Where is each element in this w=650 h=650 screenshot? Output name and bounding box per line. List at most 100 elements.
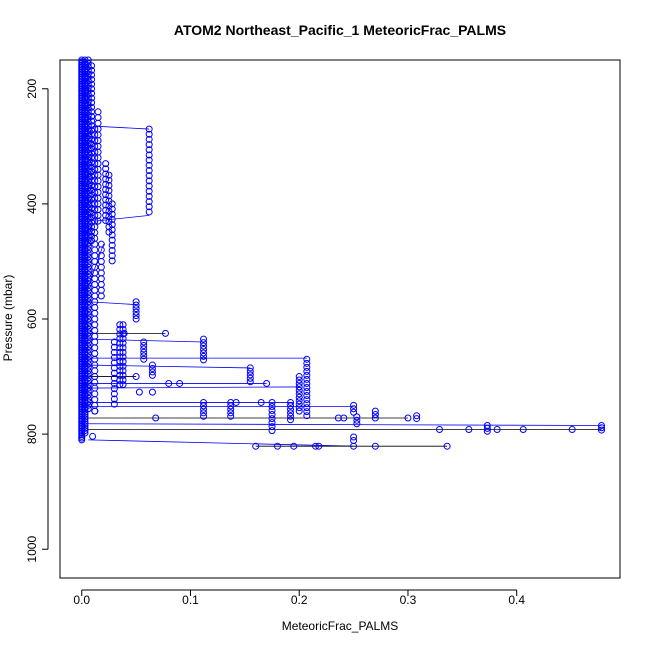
x-tick-label: 0.4: [508, 593, 525, 607]
data-point: [227, 405, 235, 413]
connector-line: [88, 423, 602, 426]
data-point: [84, 274, 92, 282]
data-point: [84, 332, 92, 340]
data-point: [295, 390, 303, 398]
data-point: [116, 335, 124, 343]
data-point: [88, 135, 96, 143]
y-tick-label: 200: [25, 78, 39, 98]
y-axis: 200 400 600 800 1000: [25, 78, 49, 563]
data-point: [353, 416, 361, 424]
data-point: [287, 416, 295, 424]
data-point: [88, 204, 96, 212]
data-point: [303, 396, 311, 404]
data-point: [116, 325, 124, 333]
data-point: [132, 305, 140, 313]
data-point: [246, 374, 254, 382]
data-point: [287, 412, 295, 420]
data-point: [91, 338, 99, 346]
data-point: [116, 358, 124, 366]
data-point: [105, 171, 113, 179]
y-tick-label: 1000: [25, 536, 39, 563]
data-point: [119, 335, 127, 343]
data-point: [290, 442, 298, 450]
data-point: [91, 269, 99, 277]
data-point: [91, 286, 99, 294]
data-point: [91, 303, 99, 311]
data-point: [287, 405, 295, 413]
data-point: [145, 161, 153, 169]
data-point: [84, 325, 92, 333]
data-point: [350, 442, 358, 450]
data-point: [84, 260, 92, 268]
data-point: [84, 122, 92, 130]
data-point: [108, 247, 116, 255]
data-point: [119, 367, 127, 375]
data-point: [84, 249, 92, 257]
data-point: [94, 108, 102, 116]
data-point: [91, 401, 99, 409]
data-point: [200, 349, 208, 357]
data-point: [84, 388, 92, 396]
data-point: [116, 344, 124, 352]
data-point: [303, 408, 311, 416]
data-point: [303, 367, 311, 375]
data-point: [227, 409, 235, 417]
data-point: [84, 163, 92, 171]
data-point: [81, 420, 89, 428]
data-point: [152, 414, 160, 422]
data-point: [568, 426, 576, 434]
data-point: [200, 402, 208, 410]
data-point: [108, 210, 116, 218]
data-point: [102, 170, 110, 178]
data-point: [295, 386, 303, 394]
data-point: [88, 218, 96, 226]
data-point: [200, 346, 208, 354]
data-point: [257, 398, 265, 406]
data-point: [148, 368, 156, 376]
data-point: [119, 381, 127, 389]
data-point: [263, 379, 271, 387]
data-point: [84, 191, 92, 199]
data-point: [84, 149, 92, 157]
data-point: [91, 350, 99, 358]
data-point: [108, 221, 116, 229]
y-tick-label: 400: [25, 194, 39, 214]
data-point: [140, 345, 148, 353]
data-point: [88, 76, 96, 84]
data-point: [88, 228, 96, 236]
data-point: [371, 414, 379, 422]
data-point: [295, 383, 303, 391]
data-point: [88, 131, 96, 139]
data-point: [465, 426, 473, 434]
x-tick-label: 0.0: [73, 593, 90, 607]
data-point: [200, 356, 208, 364]
data-point: [88, 62, 96, 70]
data-point: [268, 419, 276, 427]
data-point: [88, 71, 96, 79]
data-point: [200, 335, 208, 343]
data-point: [89, 432, 97, 440]
data-point: [88, 85, 96, 93]
data-point: [303, 359, 311, 367]
data-point: [84, 315, 92, 323]
data-point: [140, 352, 148, 360]
data-point: [252, 442, 260, 450]
data-point: [435, 426, 443, 434]
data-point: [88, 66, 96, 74]
data-point: [84, 305, 92, 313]
data-point: [84, 339, 92, 347]
data-point: [334, 414, 342, 422]
data-point: [148, 388, 156, 396]
data-point: [91, 367, 99, 375]
data-point: [303, 379, 311, 387]
data-point: [119, 376, 127, 384]
data-point: [84, 367, 92, 375]
data-point: [91, 275, 99, 283]
data-point: [84, 374, 92, 382]
data-point: [84, 370, 92, 378]
data-point: [145, 172, 153, 180]
data-point: [303, 371, 311, 379]
data-point: [84, 360, 92, 368]
data-point: [88, 223, 96, 231]
